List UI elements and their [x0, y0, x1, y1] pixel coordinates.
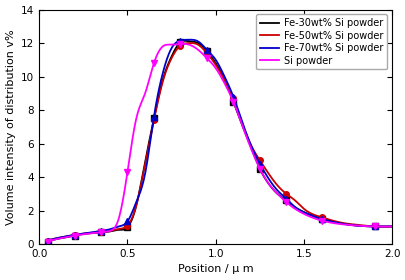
- Si powder: [294, 209, 299, 212]
- Fe-30wt% Si powder: [181, 39, 186, 43]
- Fe-30wt% Si powder: [182, 39, 187, 43]
- Fe-50wt% Si powder: [87, 231, 92, 235]
- Si powder: [262, 177, 267, 181]
- Line: Fe-30wt% Si powder: Fe-30wt% Si powder: [48, 41, 391, 242]
- Fe-50wt% Si powder: [181, 42, 186, 45]
- Si powder: [180, 42, 185, 45]
- Line: Fe-50wt% Si powder: Fe-50wt% Si powder: [48, 43, 391, 241]
- Fe-70wt% Si powder: [294, 207, 299, 211]
- Fe-70wt% Si powder: [389, 225, 394, 228]
- Line: Fe-70wt% Si powder: Fe-70wt% Si powder: [48, 40, 391, 241]
- Fe-30wt% Si powder: [389, 225, 394, 228]
- Si powder: [87, 232, 92, 235]
- Si powder: [182, 42, 187, 46]
- Fe-50wt% Si powder: [296, 202, 301, 206]
- Si powder: [389, 225, 394, 228]
- Fe-70wt% Si powder: [262, 172, 267, 175]
- Si powder: [45, 240, 50, 243]
- Fe-70wt% Si powder: [158, 82, 162, 85]
- Fe-50wt% Si powder: [158, 90, 162, 93]
- Fe-70wt% Si powder: [188, 38, 192, 41]
- Fe-30wt% Si powder: [262, 177, 267, 181]
- Fe-30wt% Si powder: [45, 240, 50, 243]
- Fe-70wt% Si powder: [296, 208, 301, 211]
- Si powder: [296, 210, 301, 213]
- Fe-70wt% Si powder: [45, 239, 50, 242]
- Si powder: [158, 48, 162, 51]
- Fe-50wt% Si powder: [389, 225, 394, 228]
- Line: Si powder: Si powder: [48, 44, 391, 242]
- Fe-30wt% Si powder: [87, 232, 92, 235]
- Fe-30wt% Si powder: [294, 207, 299, 210]
- Legend: Fe-30wt% Si powder, Fe-50wt% Si powder, Fe-70wt% Si powder, Si powder: Fe-30wt% Si powder, Fe-50wt% Si powder, …: [255, 14, 386, 69]
- Fe-70wt% Si powder: [181, 38, 186, 41]
- Fe-30wt% Si powder: [158, 88, 162, 92]
- Fe-50wt% Si powder: [45, 239, 50, 242]
- Fe-50wt% Si powder: [294, 201, 299, 204]
- X-axis label: Position / μ m: Position / μ m: [177, 264, 253, 274]
- Y-axis label: Volume intensity of distribution v%: Volume intensity of distribution v%: [6, 29, 15, 225]
- Fe-50wt% Si powder: [188, 41, 192, 45]
- Fe-50wt% Si powder: [262, 167, 267, 171]
- Fe-70wt% Si powder: [87, 231, 92, 234]
- Fe-30wt% Si powder: [296, 208, 301, 211]
